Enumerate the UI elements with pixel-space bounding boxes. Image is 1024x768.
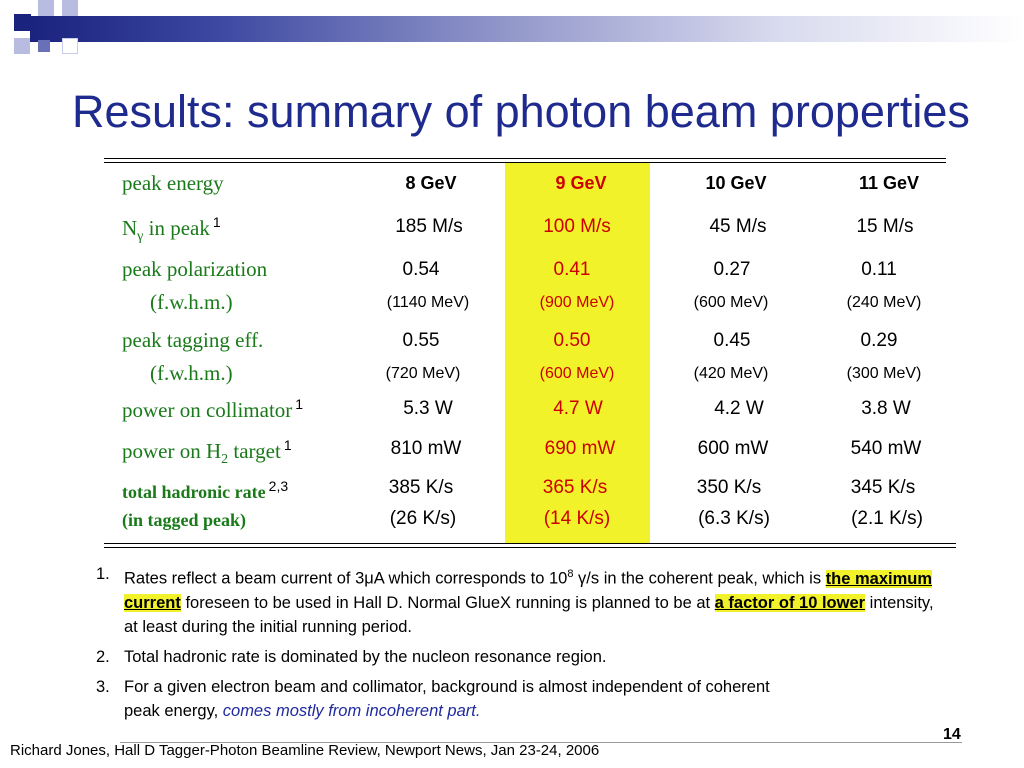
label-peak-tagging: peak tagging eff. xyxy=(122,328,264,352)
column-header-11gev: 11 GeV xyxy=(858,173,920,193)
cell-power-h2-11gev: 540 mW xyxy=(850,438,922,459)
header-square-3 xyxy=(62,0,78,16)
cell-tagging-8gev: 0.55 xyxy=(402,330,440,351)
cell-tagging-11gev: 0.29 xyxy=(860,330,898,351)
cell-hadronic-10gev: 350 K/s xyxy=(696,477,762,498)
table-bottom-rule-2 xyxy=(104,547,956,548)
cell-hadronic-tagged-11gev: (2.1 K/s) xyxy=(851,508,923,529)
label-in-tagged-peak: (in tagged peak) xyxy=(122,510,247,530)
cell-tagging-10gev: 0.45 xyxy=(713,330,751,351)
cell-n-gamma-11gev: 15 M/s xyxy=(856,216,914,237)
cell-polarization-fwhm-8gev: (1140 MeV) xyxy=(386,294,470,311)
cell-polarization-11gev: 0.11 xyxy=(861,259,897,280)
highlight-factor-10: a factor of 10 lower xyxy=(714,593,866,612)
cell-hadronic-tagged-9gev: (14 K/s) xyxy=(543,508,611,529)
header-square-2 xyxy=(38,0,54,16)
label-n-gamma: Nγ in peak 1 xyxy=(122,214,221,245)
footer-rule xyxy=(120,742,962,743)
highlight-column-9gev xyxy=(505,162,650,544)
cell-power-h2-10gev: 600 mW xyxy=(697,438,769,459)
footnote-number: 2. xyxy=(96,647,110,666)
cell-hadronic-11gev: 345 K/s xyxy=(850,477,916,498)
header-gradient-bar xyxy=(30,16,1024,42)
footnote-2: 2. Total hadronic rate is dominated by t… xyxy=(92,645,942,669)
header-square-4 xyxy=(14,38,30,54)
label-peak-energy: peak energy xyxy=(122,171,224,195)
cell-power-coll-9gev: 4.7 W xyxy=(553,398,603,419)
cell-tagging-fwhm-11gev: (300 MeV) xyxy=(846,365,922,382)
cell-polarization-fwhm-10gev: (600 MeV) xyxy=(693,294,769,311)
cell-power-h2-9gev: 690 mW xyxy=(544,438,616,459)
label-power-collimator: power on collimator 1 xyxy=(122,396,304,422)
cell-polarization-9gev: 0.41 xyxy=(553,259,591,280)
table-top-rule-1 xyxy=(104,158,946,159)
cell-polarization-10gev: 0.27 xyxy=(713,259,751,280)
cell-n-gamma-8gev: 185 M/s xyxy=(395,216,463,237)
cell-polarization-8gev: 0.54 xyxy=(402,259,440,280)
cell-tagging-fwhm-9gev: (600 MeV) xyxy=(539,365,615,382)
footnotes: 1. Rates reflect a beam current of 3μA w… xyxy=(92,562,942,729)
header-square-6 xyxy=(62,38,78,54)
label-power-h2: power on H2 target 1 xyxy=(122,437,292,468)
label-tagging-fwhm: (f.w.h.m.) xyxy=(150,361,233,385)
table-bottom-rule-1 xyxy=(104,543,956,544)
footnote-number: 3. xyxy=(96,677,110,696)
cell-power-coll-10gev: 4.2 W xyxy=(714,398,764,419)
cell-tagging-fwhm-10gev: (420 MeV) xyxy=(693,365,769,382)
header-square-5 xyxy=(38,40,50,52)
cell-hadronic-tagged-10gev: (6.3 K/s) xyxy=(698,508,770,529)
column-header-10gev: 10 GeV xyxy=(705,173,767,193)
cell-n-gamma-10gev: 45 M/s xyxy=(709,216,767,237)
cell-tagging-fwhm-8gev: (720 MeV) xyxy=(385,365,461,382)
slide-title: Results: summary of photon beam properti… xyxy=(72,86,970,137)
cell-polarization-fwhm-9gev: (900 MeV) xyxy=(539,294,615,311)
footnote-3: 3. For a given electron beam and collima… xyxy=(92,675,942,723)
footnote-number: 1. xyxy=(96,565,110,583)
cell-power-h2-8gev: 810 mW xyxy=(390,438,462,459)
cell-tagging-9gev: 0.50 xyxy=(553,330,591,351)
label-peak-polarization: peak polarization xyxy=(122,257,268,281)
header-square-1 xyxy=(14,14,31,31)
table-top-rule-2 xyxy=(104,162,946,163)
label-total-hadronic-rate: total hadronic rate 2,3 xyxy=(122,478,289,502)
cell-polarization-fwhm-11gev: (240 MeV) xyxy=(846,294,922,311)
emphasis-incoherent: comes mostly from incoherent part. xyxy=(222,701,481,720)
footnote-1: 1. Rates reflect a beam current of 3μA w… xyxy=(92,562,942,639)
cell-power-coll-8gev: 5.3 W xyxy=(403,398,453,419)
label-polarization-fwhm: (f.w.h.m.) xyxy=(150,290,233,314)
cell-power-coll-11gev: 3.8 W xyxy=(861,398,911,419)
page-number: 14 xyxy=(943,726,961,743)
cell-n-gamma-9gev: 100 M/s xyxy=(543,216,611,237)
cell-hadronic-tagged-8gev: (26 K/s) xyxy=(389,508,457,529)
column-header-8gev: 8 GeV xyxy=(405,173,457,193)
cell-hadronic-8gev: 385 K/s xyxy=(388,477,454,498)
column-header-9gev: 9 GeV xyxy=(555,173,607,193)
cell-hadronic-9gev: 365 K/s xyxy=(542,477,608,498)
slide-footer: Richard Jones, Hall D Tagger-Photon Beam… xyxy=(10,742,600,759)
